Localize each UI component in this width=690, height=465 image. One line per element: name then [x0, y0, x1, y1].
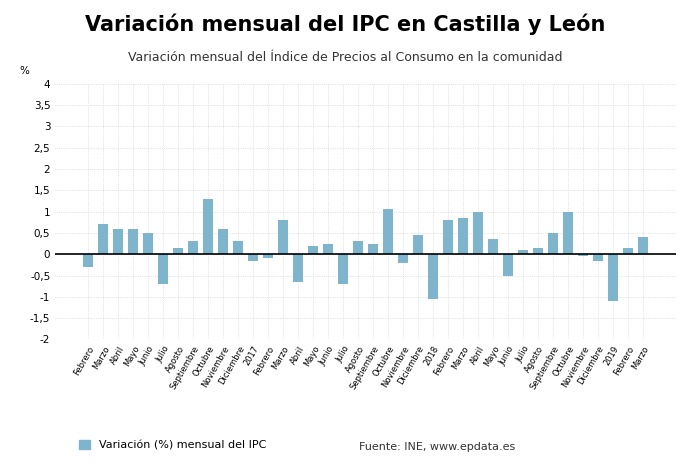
- Bar: [428, 254, 438, 299]
- Text: Variación mensual del IPC en Castilla y León: Variación mensual del IPC en Castilla y …: [85, 14, 605, 35]
- Bar: [398, 254, 408, 263]
- Bar: [533, 248, 543, 254]
- Bar: [489, 239, 498, 254]
- Bar: [413, 235, 423, 254]
- Bar: [204, 199, 213, 254]
- Bar: [578, 254, 588, 256]
- Text: Fuente: INE, www.epdata.es: Fuente: INE, www.epdata.es: [359, 442, 515, 452]
- Bar: [638, 237, 648, 254]
- Bar: [353, 241, 363, 254]
- Bar: [338, 254, 348, 284]
- Bar: [218, 229, 228, 254]
- Bar: [188, 241, 198, 254]
- Bar: [549, 233, 558, 254]
- Bar: [173, 248, 183, 254]
- Bar: [128, 229, 138, 254]
- Bar: [159, 254, 168, 284]
- Bar: [113, 229, 123, 254]
- Bar: [264, 254, 273, 259]
- Bar: [503, 254, 513, 275]
- Bar: [278, 220, 288, 254]
- Bar: [563, 212, 573, 254]
- Bar: [593, 254, 603, 260]
- Bar: [324, 244, 333, 254]
- Bar: [233, 241, 243, 254]
- Bar: [144, 233, 153, 254]
- Bar: [458, 218, 468, 254]
- Legend: Variación (%) mensual del IPC: Variación (%) mensual del IPC: [75, 436, 270, 455]
- Bar: [293, 254, 303, 282]
- Bar: [99, 225, 108, 254]
- Text: Variación mensual del Índice de Precios al Consumo en la comunidad: Variación mensual del Índice de Precios …: [128, 51, 562, 64]
- Bar: [609, 254, 618, 301]
- Y-axis label: %: %: [19, 66, 29, 76]
- Bar: [384, 209, 393, 254]
- Bar: [473, 212, 483, 254]
- Bar: [623, 248, 633, 254]
- Bar: [308, 246, 318, 254]
- Bar: [518, 250, 528, 254]
- Bar: [248, 254, 258, 260]
- Bar: [443, 220, 453, 254]
- Bar: [368, 244, 378, 254]
- Bar: [83, 254, 93, 267]
